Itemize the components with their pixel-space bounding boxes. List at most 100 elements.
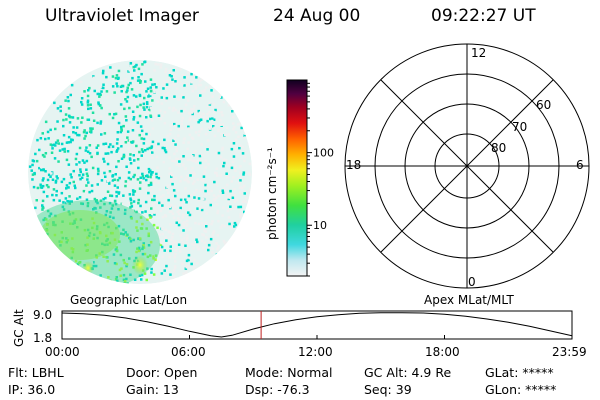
image-speckle <box>117 160 120 163</box>
image-speckle <box>115 190 118 194</box>
image-speckle <box>125 133 128 137</box>
image-speckle <box>152 181 155 185</box>
image-speckle <box>87 118 91 121</box>
image-speckle <box>168 156 171 159</box>
image-speckle <box>190 111 194 114</box>
image-speckle <box>111 85 115 88</box>
image-speckle <box>72 180 75 184</box>
image-speckle <box>171 83 175 86</box>
image-speckle <box>150 119 154 122</box>
image-speckle <box>30 169 33 172</box>
image-speckle <box>62 208 66 211</box>
image-speckle <box>159 209 163 213</box>
image-speckle <box>180 109 183 113</box>
image-speckle <box>195 188 198 192</box>
image-speckle <box>194 84 197 88</box>
image-speckle <box>219 123 222 126</box>
image-speckle <box>172 106 175 110</box>
image-speckle <box>123 107 126 111</box>
image-speckle <box>194 131 198 134</box>
image-speckle <box>62 201 65 204</box>
image-speckle <box>151 99 154 102</box>
image-speckle <box>102 168 106 172</box>
image-speckle <box>172 268 176 272</box>
image-speckle <box>113 184 117 187</box>
image-speckle <box>153 228 157 232</box>
image-speckle <box>122 91 125 95</box>
image-speckle <box>164 236 167 239</box>
image-speckle <box>50 172 53 175</box>
image-speckle <box>116 178 120 182</box>
image-speckle <box>150 145 154 148</box>
image-speckle <box>149 86 152 89</box>
image-speckle <box>88 190 91 194</box>
image-speckle <box>112 253 116 256</box>
image-speckle <box>32 185 36 189</box>
image-speckle <box>161 255 164 258</box>
image-speckle <box>69 93 72 97</box>
image-speckle <box>72 169 75 173</box>
image-speckle <box>108 215 112 218</box>
image-speckle <box>139 216 143 219</box>
image-speckle <box>152 223 156 227</box>
image-speckle <box>134 65 137 68</box>
image-speckle <box>247 172 251 175</box>
image-speckle <box>58 149 62 152</box>
image-speckle <box>135 63 138 67</box>
image-speckle <box>45 218 48 221</box>
image-speckle <box>116 131 120 134</box>
image-speckle <box>44 170 47 173</box>
image-speckle <box>144 149 147 152</box>
image-speckle <box>195 159 199 163</box>
image-speckle <box>183 137 186 140</box>
image-speckle <box>208 127 212 130</box>
image-speckle <box>201 153 204 157</box>
image-speckle <box>163 146 166 150</box>
image-speckle <box>187 253 191 257</box>
image-speckle <box>42 168 45 171</box>
image-speckle <box>190 72 193 76</box>
image-speckle <box>141 252 145 256</box>
image-speckle <box>188 112 192 115</box>
image-speckle <box>67 186 70 189</box>
image-speckle <box>83 90 86 93</box>
image-speckle <box>199 161 202 165</box>
image-speckle <box>114 173 117 176</box>
image-speckle <box>34 152 37 156</box>
image-speckle <box>238 181 241 185</box>
image-speckle <box>198 79 202 83</box>
image-speckle <box>221 114 224 117</box>
image-speckle <box>180 93 184 97</box>
image-speckle <box>214 108 217 112</box>
image-speckle <box>115 165 118 169</box>
image-speckle <box>180 156 183 160</box>
image-speckle <box>88 144 92 147</box>
image-speckle <box>221 189 224 192</box>
image-speckle <box>55 189 58 193</box>
image-speckle <box>143 60 147 63</box>
image-speckle <box>95 199 98 202</box>
image-speckle <box>206 139 210 142</box>
image-speckle <box>227 164 230 167</box>
image-speckle <box>139 227 143 230</box>
image-speckle <box>207 248 210 252</box>
image-speckle <box>239 171 242 175</box>
image-speckle <box>239 165 242 168</box>
image-speckle <box>196 178 200 181</box>
image-speckle <box>124 98 127 101</box>
image-speckle <box>187 141 190 144</box>
image-speckle <box>43 155 46 158</box>
image-speckle <box>178 164 181 168</box>
image-speckle <box>166 184 170 187</box>
image-speckle <box>106 190 110 193</box>
image-speckle <box>139 176 142 179</box>
image-speckle <box>137 130 140 133</box>
image-speckle <box>120 145 123 148</box>
image-speckle <box>186 147 189 151</box>
image-speckle <box>188 228 191 231</box>
image-speckle <box>206 184 209 187</box>
image-speckle <box>164 228 167 232</box>
image-speckle <box>171 212 175 215</box>
image-speckle <box>143 108 146 111</box>
image-speckle <box>99 274 102 277</box>
